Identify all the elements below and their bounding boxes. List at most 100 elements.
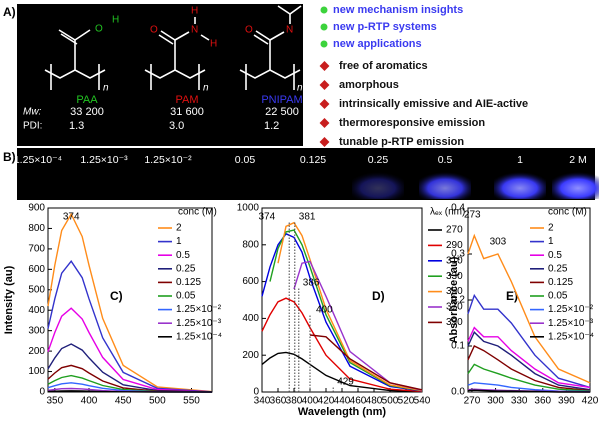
y-tick-label: 0 (39, 387, 45, 398)
y-tick-label: 600 (242, 276, 259, 287)
vial-label: 0.5 (438, 154, 453, 166)
x-tick-label: 460 (350, 396, 367, 407)
row-label: PDI: (23, 121, 42, 132)
bullet-lists: new mechanism insights new p-RTP systems n… (319, 4, 528, 148)
y-tick-label: 0.1 (451, 341, 465, 352)
bullet-diamond (319, 80, 330, 90)
y-tick-label: 0 (253, 387, 259, 398)
bullet-diamond (319, 137, 330, 147)
atom: H (210, 39, 217, 50)
x-tick-label: 440 (334, 396, 351, 407)
series-line (47, 364, 213, 393)
bullet-diamond (319, 99, 330, 109)
peak-label: 386 (303, 278, 320, 289)
y-tick-label: 300 (28, 325, 45, 336)
x-tick-label: 400 (81, 396, 98, 407)
legend-label: 0.05 (176, 291, 196, 302)
legend-label: 330 (446, 271, 463, 282)
vial-label: 0.05 (235, 154, 256, 166)
x-tick-label: 360 (534, 396, 551, 407)
legend-label: 1.25×10⁻² (548, 304, 594, 315)
panel-label: E) (506, 289, 518, 303)
row-label: Mw: (23, 107, 42, 118)
peak-label: 273 (464, 210, 481, 221)
atom: N (286, 25, 293, 36)
bullet-dot (320, 6, 328, 14)
legend-label: 1 (176, 236, 182, 247)
peak-label: 374 (63, 212, 80, 223)
charts: 350 400 450 500 550 0 100 200 300 400 500 600 700 800… (3, 203, 599, 418)
legend-label: 290 (446, 240, 463, 251)
x-tick-label: 350 (46, 396, 63, 407)
legend-title: λₑₓ (nm) (430, 207, 465, 218)
highlight: new p-RTP systems (333, 21, 437, 33)
legend-label: 370 (446, 302, 463, 313)
x-tick-label: 500 (149, 396, 166, 407)
y-tick-label: 400 (28, 305, 45, 316)
feature: free of aromatics (339, 60, 428, 72)
y-tick-label: 0.3 (451, 249, 465, 260)
peak-label: 429 (337, 377, 354, 388)
feature: thermoresponsive emission (339, 117, 485, 129)
legend-label: 0.125 (176, 277, 201, 288)
polymer-name: PAM (175, 94, 198, 106)
vial-label: 2 M (569, 154, 587, 166)
legend-label: 1.25×10⁻⁴ (176, 331, 222, 342)
series-line (47, 343, 213, 393)
bullet-diamond (319, 61, 330, 71)
highlight: new applications (333, 38, 422, 50)
structure-bonds (44, 5, 302, 90)
y-tick-label: 1000 (237, 203, 260, 214)
vial-glow (419, 172, 471, 199)
x-tick-label: 380 (286, 396, 303, 407)
x-tick-label: 300 (487, 396, 504, 407)
y-axis-label: Intensity (au) (3, 265, 15, 334)
atom: N (191, 25, 198, 36)
vial-glow (552, 172, 599, 199)
y-tick-label: 800 (28, 223, 45, 234)
vial-label: 0.125 (300, 154, 326, 166)
x-tick-label: 450 (115, 396, 132, 407)
y-tick-label: 0.2 (451, 295, 465, 306)
series-line (467, 331, 591, 391)
feature: tunable p-RTP emission (339, 136, 464, 148)
series-line (261, 351, 423, 393)
legend-label: 390 (446, 317, 463, 328)
x-tick-label: 480 (366, 396, 383, 407)
legend-label: 1.25×10⁻⁴ (548, 331, 594, 342)
legend-label: 0.25 (176, 263, 196, 274)
series-line (467, 345, 591, 392)
bullet-dot (320, 23, 328, 31)
atom: O (150, 25, 158, 36)
vial-label: 1.25×10⁻² (144, 154, 192, 166)
legend-label: 350 (446, 286, 463, 297)
y-axis-label: Absorbance (au) (448, 256, 460, 343)
series-line (467, 293, 591, 389)
mw-value: 33 200 (70, 106, 104, 118)
x-tick-label: 550 (183, 396, 200, 407)
legend-title: conc (M) (178, 207, 217, 218)
y-tick-label: 0.0 (451, 387, 465, 398)
peak-label: 381 (299, 212, 316, 223)
y-tick-label: 800 (242, 239, 259, 250)
series-line (467, 363, 591, 392)
mw-value: 31 600 (170, 106, 204, 118)
panel-label: B) (3, 150, 16, 164)
series-line (467, 389, 590, 393)
x-tick-label: 520 (398, 396, 415, 407)
y-tick-label: 900 (28, 203, 45, 214)
atom: n (103, 83, 109, 94)
atom: O (245, 25, 253, 36)
legend-label: 2 (176, 223, 182, 234)
polymer-name: PNIPAM (261, 94, 302, 106)
x-tick-label: 270 (464, 396, 481, 407)
legend-label: 1 (548, 236, 554, 247)
x-tick-label: 390 (558, 396, 575, 407)
pdi-value: 1.2 (264, 120, 279, 132)
x-tick-label: 400 (302, 396, 319, 407)
series-line (47, 212, 213, 393)
properties: Mw: PDI: (23, 107, 42, 132)
plot-frame (261, 207, 423, 393)
